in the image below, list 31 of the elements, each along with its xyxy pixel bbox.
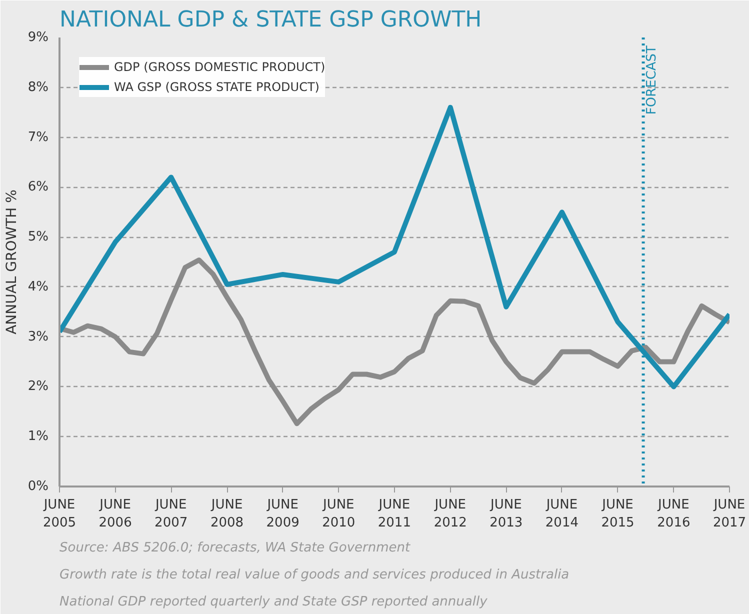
x-tick-label: JUNE 2015 bbox=[601, 498, 634, 530]
x-tick-label: JUNE 2008 bbox=[210, 498, 244, 530]
y-tick-label: 2% bbox=[28, 379, 48, 394]
x-tick-label: JUNE 2014 bbox=[545, 498, 579, 530]
x-tick-label: JUNE 2013 bbox=[490, 498, 523, 530]
y-tick-label: 5% bbox=[28, 230, 48, 245]
y-tick-label: 1% bbox=[28, 429, 48, 444]
legend-label: GDP (GROSS DOMESTIC PRODUCT) bbox=[114, 60, 326, 74]
source-note: Source: ABS 5206.0; forecasts, WA State Government bbox=[60, 540, 412, 556]
x-tick-label: JUNE 2009 bbox=[266, 498, 300, 530]
y-tick-label: 9% bbox=[28, 30, 48, 45]
x-tick-label: JUNE 2010 bbox=[322, 498, 356, 530]
text: Growth rate is the total real value of goods and services produced in Australia bbox=[60, 568, 570, 582]
text: National GDP reported quarterly and State GSP reported annually bbox=[60, 594, 488, 610]
x-tick-label: JUNE 2005 bbox=[42, 498, 76, 530]
x-tick-label: JUNE 2016 bbox=[657, 498, 690, 530]
y-axis-title: ANNUAL GROWTH % bbox=[4, 190, 20, 334]
legend-label: WA GSP (GROSS STATE PRODUCT) bbox=[114, 80, 320, 94]
y-tick-label: 7% bbox=[28, 130, 48, 145]
chart-title: NATIONAL GDP & STATE GSP GROWTH bbox=[60, 8, 482, 32]
x-tick-label: JUNE 2007 bbox=[154, 498, 188, 530]
y-tick-label: 0% bbox=[28, 479, 48, 494]
y-tick-label: 4% bbox=[28, 279, 48, 294]
y-tick-label: 3% bbox=[28, 329, 48, 344]
ref-line-label: FORECAST bbox=[644, 45, 660, 115]
x-tick-label: JUNE 2012 bbox=[434, 498, 467, 530]
x-tick-label: JUNE 2017 bbox=[712, 498, 746, 530]
y-tick-label: 8% bbox=[28, 80, 48, 95]
x-tick-label: JUNE 2011 bbox=[378, 498, 411, 530]
x-tick-label: JUNE 2006 bbox=[98, 498, 132, 530]
y-tick-label: 6% bbox=[28, 180, 48, 195]
